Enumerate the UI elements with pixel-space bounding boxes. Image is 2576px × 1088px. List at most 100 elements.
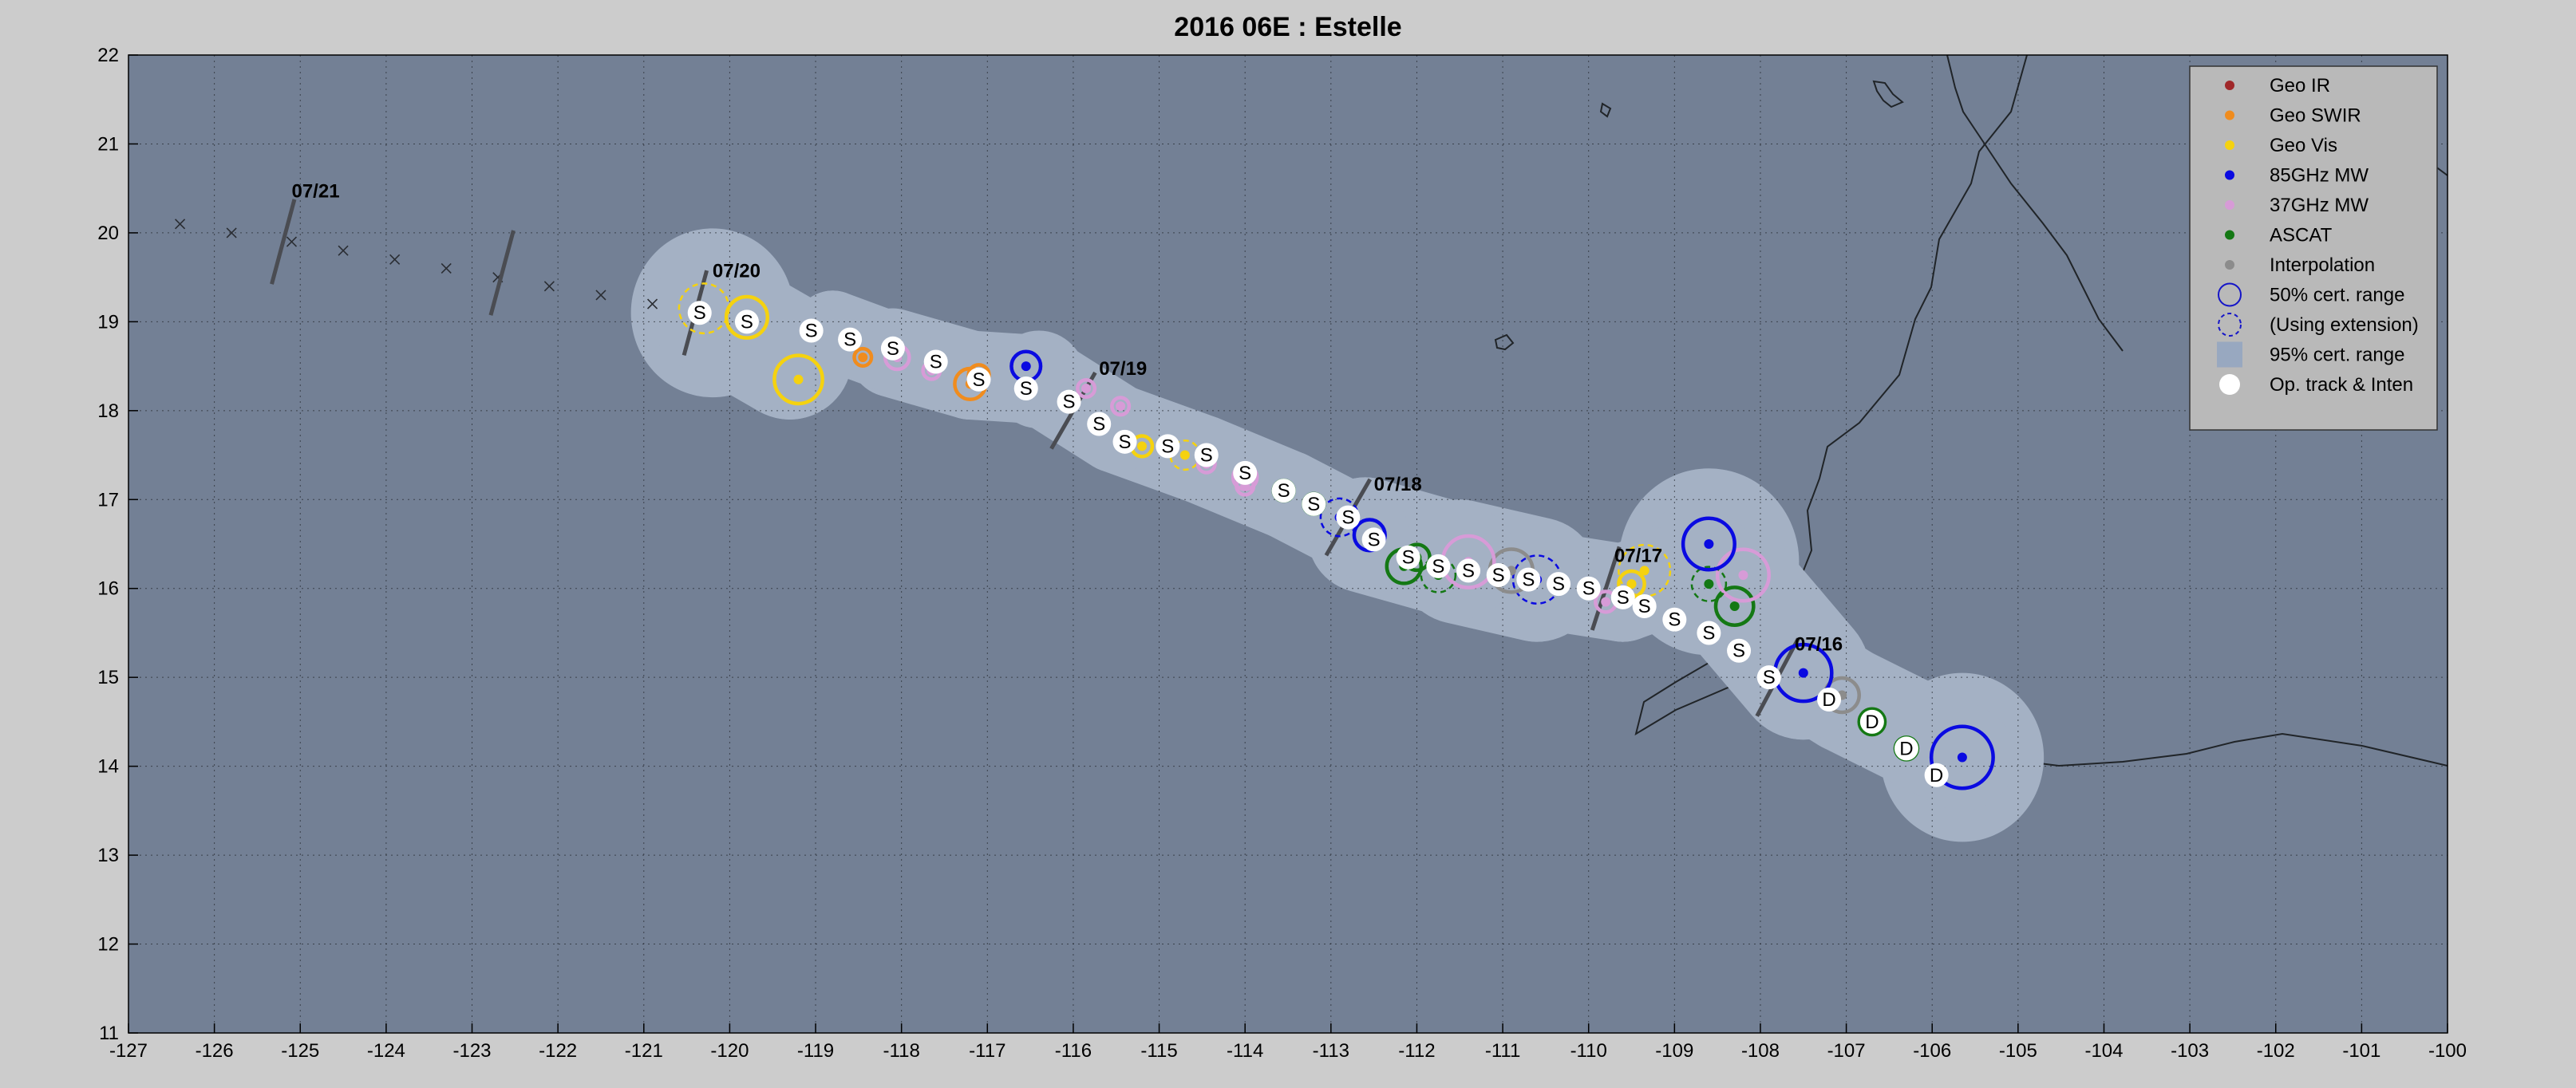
forecast-point (286, 236, 298, 247)
op-track-intensity: S (1020, 378, 1033, 400)
fix-certainty-circle (1110, 396, 1132, 417)
x-tick-label: -111 (1485, 1040, 1520, 1062)
op-track-point (923, 349, 948, 374)
x-tick-label: -109 (1655, 1040, 1693, 1062)
op-track-intensity: S (1368, 529, 1381, 550)
op-track-point (1302, 491, 1326, 516)
forecast-point (646, 298, 658, 309)
op-track-point (1662, 607, 1687, 632)
forecast-point (441, 262, 452, 274)
op-track-intensity: S (1239, 463, 1251, 484)
op-track-point (1727, 638, 1752, 663)
plot-frame (128, 54, 2448, 1034)
date-label: 07/21 (291, 180, 339, 202)
y-tick-label: 18 (97, 400, 119, 422)
x-tick-label: -126 (196, 1040, 234, 1062)
x-tick-label: -127 (109, 1040, 148, 1062)
fix-certainty-circle (1713, 585, 1756, 627)
fix-certainty-circle (1715, 547, 1771, 603)
x-axis: -127 -126 -125 -124 -123 -122 -121 -120 -119 -118… (109, 1023, 2467, 1062)
x-tick-label: -115 (1140, 1040, 1177, 1062)
legend-symbol (2225, 140, 2234, 150)
fix-certainty-circle (1929, 724, 1995, 790)
legend-symbol (2218, 313, 2242, 337)
y-tick-label: 16 (97, 578, 119, 600)
op-track-point (1516, 567, 1541, 592)
op-track-point (1894, 736, 1918, 761)
fix-point (1704, 579, 1714, 589)
y-tick-label: 12 (97, 934, 119, 956)
op-track-intensity: S (1432, 556, 1444, 578)
fix-certainty-circle (724, 294, 770, 340)
fix-certainty-circle (1857, 707, 1887, 737)
op-track-point (1057, 389, 1081, 414)
legend-symbol (2225, 260, 2234, 270)
y-tick-label: 20 (97, 223, 119, 244)
y-axis: 11 12 13 14 15 16 17 18 19 20 21 22 (97, 45, 138, 1044)
y-tick-label: 13 (97, 845, 119, 866)
legend-symbol (2225, 200, 2234, 210)
op-track-point (1194, 443, 1219, 467)
date-label: 07/18 (1374, 474, 1422, 495)
op-track-point (1817, 688, 1842, 712)
date-label: 07/16 (1795, 634, 1843, 656)
legend-symbol (2219, 374, 2240, 395)
forecast-point (543, 281, 555, 292)
day-mark (488, 230, 516, 316)
op-track-intensity: S (1402, 547, 1415, 569)
op-track-intensity: D (1865, 712, 1879, 733)
op-track-intensity: S (1063, 392, 1076, 413)
op-track-point (1396, 545, 1420, 570)
op-track-intensity: S (1200, 445, 1213, 467)
fix-point (1798, 668, 1808, 678)
fix-certainty-circle (1076, 377, 1097, 399)
op-track-intensity: D (1930, 765, 1943, 786)
op-track-intensity: S (1732, 641, 1745, 662)
op-track-point (1271, 479, 1296, 503)
fix-point (1639, 566, 1650, 576)
x-tick-label: -123 (452, 1040, 491, 1062)
op-track-intensity: S (844, 329, 856, 351)
x-tick-label: -119 (797, 1040, 834, 1062)
fix-point (1626, 579, 1637, 589)
fix-certainty-circle (852, 346, 874, 368)
op-track-point (1697, 621, 1721, 645)
op-track-intensity: S (1763, 667, 1776, 688)
forecast-point (595, 290, 606, 301)
x-tick-label: -104 (2084, 1040, 2123, 1062)
x-tick-label: -120 (710, 1040, 749, 1062)
x-tick-label: -110 (1570, 1040, 1607, 1062)
op-track-intensity: D (1899, 738, 1913, 759)
fix-certainty-circle (772, 353, 824, 406)
legend-label: 95% cert. range (2270, 345, 2404, 366)
date-label: 07/20 (713, 261, 761, 282)
op-track-intensity: S (1161, 436, 1174, 457)
op-track-point (966, 367, 991, 392)
legend-label: Geo IR (2270, 75, 2330, 97)
legend-symbol (2218, 282, 2242, 307)
legend-symbol (2225, 170, 2234, 180)
fix-point (1957, 752, 1967, 763)
x-tick-label: -105 (1999, 1040, 2037, 1062)
op-track-intensity: S (887, 338, 899, 360)
y-tick-label: 19 (97, 311, 119, 333)
date-label: 07/17 (1614, 545, 1662, 566)
op-track-point (1426, 554, 1451, 578)
op-track-point (799, 318, 824, 343)
op-track-intensity: S (1492, 565, 1505, 586)
fix-certainty-circle (1690, 566, 1728, 602)
op-track-point (687, 301, 712, 325)
op-track-point (1156, 434, 1180, 459)
op-track-point (1013, 376, 1038, 400)
op-track-intensity: S (1522, 570, 1535, 591)
op-track-intensity: S (1341, 507, 1354, 529)
op-track-point (1756, 665, 1781, 690)
op-track-point (1632, 594, 1657, 619)
x-tick-label: -100 (2428, 1040, 2467, 1062)
op-track-intensity: D (1822, 689, 1835, 711)
x-tick-label: -106 (1913, 1040, 1951, 1062)
chart-title: 2016 06E : Estelle (1174, 12, 1401, 42)
fix-point (1021, 361, 1031, 372)
y-tick-label: 22 (97, 45, 119, 66)
